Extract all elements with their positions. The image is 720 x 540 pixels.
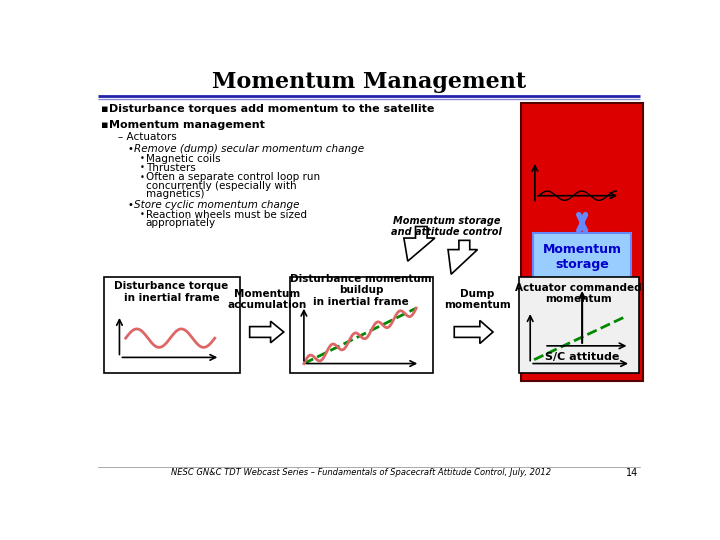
- Polygon shape: [250, 321, 284, 343]
- Text: Actuator commanded
momentum: Actuator commanded momentum: [515, 283, 642, 305]
- Text: ▪: ▪: [101, 120, 108, 130]
- Text: 14: 14: [626, 468, 639, 478]
- FancyBboxPatch shape: [518, 276, 639, 373]
- Text: ▪: ▪: [101, 104, 108, 114]
- Text: Disturbance momentum
buildup
in inertial frame: Disturbance momentum buildup in inertial…: [290, 274, 432, 307]
- Text: •: •: [140, 211, 145, 219]
- Text: Reaction wheels must be sized: Reaction wheels must be sized: [145, 210, 307, 220]
- Text: •: •: [127, 200, 133, 210]
- Polygon shape: [448, 240, 477, 274]
- Text: Momentum storage
and attitude control: Momentum storage and attitude control: [391, 215, 502, 237]
- Text: •: •: [140, 173, 145, 182]
- Text: Thrusters: Thrusters: [145, 163, 196, 173]
- FancyBboxPatch shape: [534, 233, 631, 282]
- Text: Momentum
storage: Momentum storage: [543, 244, 621, 271]
- Text: •: •: [140, 154, 145, 163]
- FancyBboxPatch shape: [104, 276, 240, 373]
- Text: Dump
momentum: Dump momentum: [444, 289, 511, 310]
- Text: S/C attitude: S/C attitude: [545, 353, 619, 362]
- FancyBboxPatch shape: [521, 103, 644, 381]
- Text: •: •: [127, 144, 133, 154]
- Text: Magnetic coils: Magnetic coils: [145, 154, 220, 164]
- Polygon shape: [404, 226, 435, 261]
- Text: – Actuators: – Actuators: [118, 132, 176, 142]
- Polygon shape: [454, 320, 493, 343]
- Text: magnetics): magnetics): [145, 189, 204, 199]
- Text: Store cyclic momentum change: Store cyclic momentum change: [134, 200, 300, 210]
- Text: NESC GN&C TDT Webcast Series – Fundamentals of Spacecraft Attitude Control, July: NESC GN&C TDT Webcast Series – Fundament…: [171, 468, 552, 477]
- FancyBboxPatch shape: [290, 276, 433, 373]
- Text: Momentum Management: Momentum Management: [212, 71, 526, 93]
- Text: Disturbance torques add momentum to the satellite: Disturbance torques add momentum to the …: [109, 104, 435, 114]
- Text: Momentum
accumulation: Momentum accumulation: [227, 289, 306, 310]
- Text: •: •: [140, 164, 145, 172]
- Text: Often a separate control loop run: Often a separate control loop run: [145, 172, 320, 182]
- Text: appropriately: appropriately: [145, 218, 216, 228]
- Text: Momentum management: Momentum management: [109, 120, 265, 130]
- Text: concurrently (especially with: concurrently (especially with: [145, 181, 297, 191]
- Text: Disturbance torque
in inertial frame: Disturbance torque in inertial frame: [114, 281, 228, 303]
- Text: Remove (dump) secular momentum change: Remove (dump) secular momentum change: [134, 144, 364, 154]
